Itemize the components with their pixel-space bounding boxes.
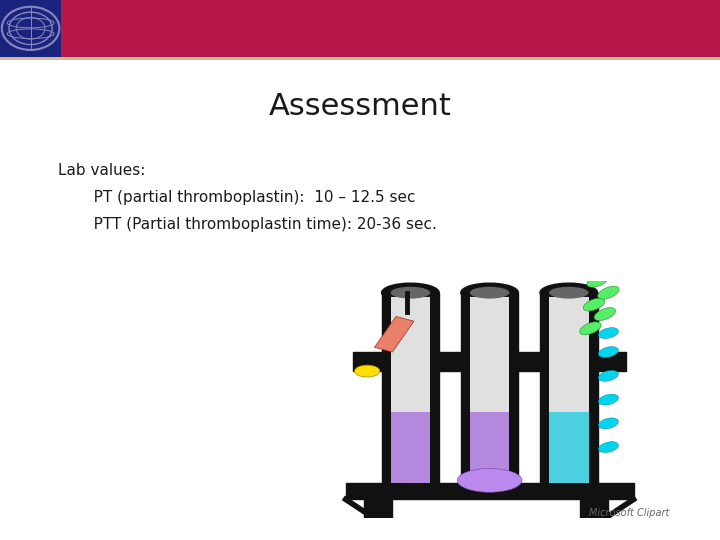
Polygon shape — [469, 298, 510, 483]
Ellipse shape — [461, 283, 518, 302]
Ellipse shape — [598, 394, 618, 405]
FancyBboxPatch shape — [0, 0, 61, 57]
Polygon shape — [382, 293, 439, 485]
Polygon shape — [549, 298, 588, 483]
Polygon shape — [353, 352, 626, 371]
Ellipse shape — [598, 347, 618, 357]
Polygon shape — [549, 412, 588, 483]
FancyBboxPatch shape — [0, 57, 720, 60]
Ellipse shape — [354, 365, 380, 377]
Ellipse shape — [598, 328, 618, 339]
Ellipse shape — [598, 370, 618, 381]
Ellipse shape — [457, 469, 522, 492]
Ellipse shape — [594, 308, 616, 321]
FancyBboxPatch shape — [61, 0, 720, 57]
Ellipse shape — [390, 287, 431, 299]
Text: PT (partial thromboplastin):  10 – 12.5 sec: PT (partial thromboplastin): 10 – 12.5 s… — [79, 190, 415, 205]
Polygon shape — [580, 500, 608, 518]
Ellipse shape — [540, 283, 598, 302]
Polygon shape — [364, 500, 392, 518]
Polygon shape — [461, 293, 518, 485]
Text: PTT (Partial thromboplastin time): 20-36 sec.: PTT (Partial thromboplastin time): 20-36… — [79, 217, 437, 232]
Polygon shape — [469, 412, 510, 483]
Ellipse shape — [598, 442, 618, 453]
Text: Lab values:: Lab values: — [58, 163, 145, 178]
Polygon shape — [346, 483, 634, 500]
Ellipse shape — [382, 283, 439, 302]
Polygon shape — [391, 298, 431, 483]
Ellipse shape — [583, 298, 605, 311]
Ellipse shape — [598, 286, 619, 299]
Polygon shape — [391, 412, 431, 483]
Ellipse shape — [587, 274, 608, 287]
Ellipse shape — [549, 287, 588, 299]
Ellipse shape — [580, 322, 601, 335]
Text: Microsoft Clipart: Microsoft Clipart — [589, 508, 670, 518]
Polygon shape — [540, 293, 598, 485]
Ellipse shape — [598, 418, 618, 429]
Ellipse shape — [469, 287, 510, 299]
Polygon shape — [374, 316, 414, 352]
Text: Assessment: Assessment — [269, 92, 451, 121]
